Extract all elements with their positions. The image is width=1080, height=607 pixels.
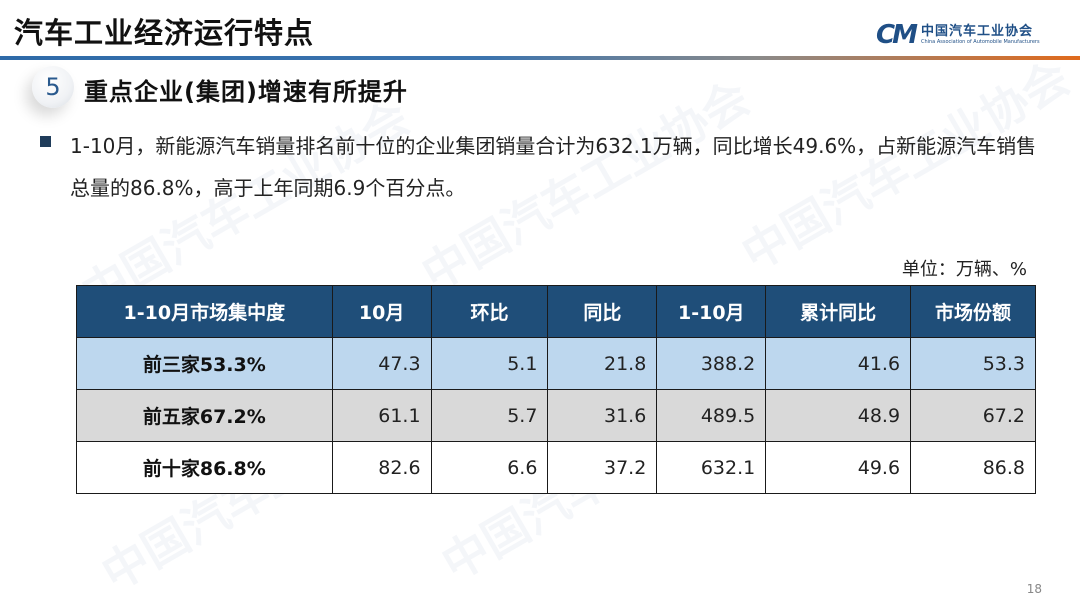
section-number: 5: [45, 73, 61, 101]
table-cell: 86.8: [910, 441, 1036, 494]
table-cell: 48.9: [765, 389, 912, 442]
table-cell: 5.1: [430, 337, 549, 390]
bullet-point: 1-10月，新能源汽车销量排名前十位的企业集团销量合计为632.1万辆，同比增长…: [40, 125, 1050, 209]
unit-label: 单位：万辆、%: [901, 259, 1027, 280]
section-number-badge: 5: [32, 66, 74, 108]
market-concentration-table: 1-10月市场集中度 10月 环比 同比 1-10月 累计同比 市场份额 前三家…: [76, 285, 1036, 494]
column-header: 累计同比: [765, 285, 912, 338]
table-header-row: 1-10月市场集中度 10月 环比 同比 1-10月 累计同比 市场份额: [76, 285, 1036, 338]
table-cell: 6.6: [430, 441, 549, 494]
table-cell: 21.8: [547, 337, 658, 390]
bullet-text: 1-10月，新能源汽车销量排名前十位的企业集团销量合计为632.1万辆，同比增长…: [70, 134, 1037, 200]
row-label: 前三家53.3%: [76, 337, 333, 390]
row-label: 前十家86.8%: [76, 441, 333, 494]
table-cell: 632.1: [656, 441, 767, 494]
page-number: 18: [1026, 582, 1042, 596]
column-header: 环比: [430, 285, 549, 338]
table-row: 前十家86.8% 82.6 6.6 37.2 632.1 49.6 86.8: [76, 441, 1036, 494]
table-cell: 388.2: [656, 337, 767, 390]
table-cell: 67.2: [910, 389, 1036, 442]
row-label: 前五家67.2%: [76, 389, 333, 442]
column-header: 1-10月: [656, 285, 767, 338]
column-header: 市场份额: [910, 285, 1036, 338]
table-cell: 37.2: [547, 441, 658, 494]
column-header: 1-10月市场集中度: [76, 285, 333, 338]
caam-logo: CM 中国汽车工业协会 China Association of Automob…: [876, 22, 1040, 48]
bullet-square-icon: [40, 136, 51, 147]
table-cell: 82.6: [331, 441, 432, 494]
caam-logo-icon: CM: [876, 20, 918, 50]
section-title: 重点企业(集团)增速有所提升: [84, 78, 408, 106]
table-cell: 49.6: [765, 441, 912, 494]
page-title: 汽车工业经济运行特点: [14, 16, 315, 50]
table-cell: 61.1: [331, 389, 432, 442]
logo-name-cn: 中国汽车工业协会: [920, 24, 1033, 39]
logo-name-en: China Association of Automobile Manufact…: [920, 39, 1040, 45]
table-row: 前三家53.3% 47.3 5.1 21.8 388.2 41.6 53.3: [76, 337, 1036, 390]
table-row: 前五家67.2% 61.1 5.7 31.6 489.5 48.9 67.2: [76, 389, 1036, 442]
header-divider: [0, 56, 1080, 60]
table-cell: 47.3: [331, 337, 432, 390]
table-cell: 489.5: [656, 389, 767, 442]
table-cell: 53.3: [910, 337, 1036, 390]
column-header: 10月: [331, 285, 432, 338]
table-cell: 41.6: [765, 337, 912, 390]
column-header: 同比: [547, 285, 658, 338]
table-cell: 5.7: [430, 389, 549, 442]
table-cell: 31.6: [547, 389, 658, 442]
